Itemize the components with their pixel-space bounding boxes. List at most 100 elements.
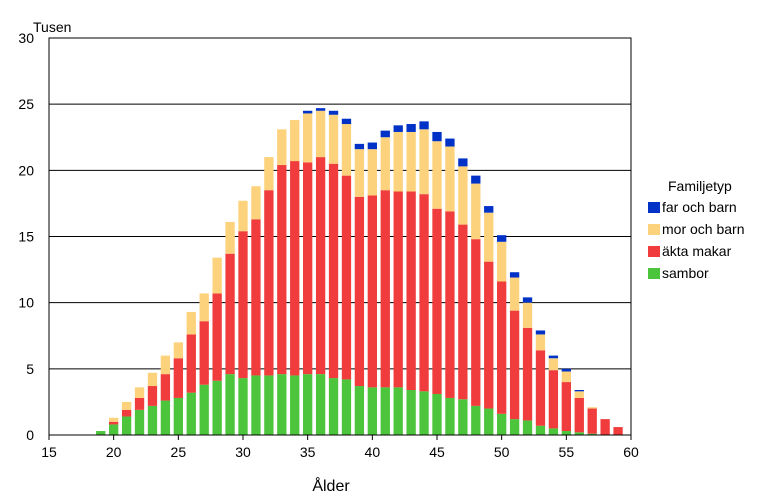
y-unit-label: Tusen	[33, 19, 71, 35]
y-tick-label: 0	[26, 427, 34, 443]
x-tick-label: 50	[494, 444, 510, 460]
legend-item-akta-makar: äkta makar	[648, 240, 744, 262]
bar-far-och-barn	[367, 142, 377, 150]
bar-sambor	[315, 374, 326, 435]
bar-mor-och-barn	[212, 257, 222, 294]
bar-sambor	[548, 428, 559, 435]
bar-äkta-makar	[522, 327, 533, 421]
bar-sambor	[225, 374, 235, 435]
legend-label: far och barn	[662, 199, 737, 215]
bar-äkta-makar	[535, 350, 546, 426]
bar-far-och-barn	[548, 355, 559, 359]
bar-mor-och-barn	[587, 407, 597, 409]
bar-sambor	[173, 397, 183, 435]
x-tick-label: 60	[623, 444, 639, 460]
bar-sambor	[522, 420, 533, 435]
bar-far-och-barn	[522, 297, 533, 303]
bar-far-och-barn	[432, 131, 442, 142]
bar-sambor	[238, 378, 248, 435]
bar-äkta-makar	[509, 310, 520, 420]
bar-äkta-makar	[445, 211, 455, 398]
bar-äkta-makar	[121, 409, 132, 417]
bar-sambor	[509, 419, 520, 435]
bar-äkta-makar	[290, 161, 300, 376]
bar-mor-och-barn	[186, 311, 196, 335]
bar-sambor	[134, 409, 145, 435]
bar-sambor	[264, 375, 274, 435]
bar-mor-och-barn	[173, 342, 183, 359]
bar-far-och-barn	[315, 108, 326, 111]
bar-sambor	[328, 378, 339, 435]
bar-far-och-barn	[354, 143, 365, 150]
bar-sambor	[96, 431, 106, 435]
bar-far-och-barn	[484, 206, 494, 213]
bar-sambor	[471, 405, 481, 435]
bar-mor-och-barn	[445, 146, 455, 212]
bar-mor-och-barn	[574, 391, 584, 398]
bar-äkta-makar	[561, 382, 571, 432]
bar-sambor	[445, 397, 455, 435]
bar-mor-och-barn	[380, 137, 390, 191]
y-axis-ticks: 0 5 10 15 20 25 30	[18, 30, 34, 443]
bar-far-och-barn	[535, 330, 546, 335]
bar-far-och-barn	[406, 124, 416, 132]
bar-mor-och-barn	[264, 157, 274, 191]
legend: Familjetyp far och barn mor och barn äkt…	[648, 178, 744, 284]
bar-mor-och-barn	[109, 417, 119, 422]
legend-swatch	[648, 267, 660, 279]
bar-äkta-makar	[574, 397, 584, 433]
bar-sambor	[367, 387, 377, 435]
bar-mor-och-barn	[238, 200, 248, 232]
bar-äkta-makar	[393, 191, 403, 388]
bar-äkta-makar	[458, 224, 468, 400]
bar-sambor	[354, 386, 365, 435]
bar-far-och-barn	[497, 235, 507, 242]
bar-sambor	[587, 433, 597, 435]
bar-mor-och-barn	[458, 166, 468, 225]
bar-äkta-makar	[186, 334, 196, 393]
x-axis-ticks: 15 20 25 30 35 40 45 50 55 60	[41, 435, 639, 460]
bar-sambor	[393, 387, 403, 435]
y-tick-label: 25	[18, 96, 34, 112]
x-tick-label: 30	[235, 444, 251, 460]
bar-mor-och-barn	[419, 129, 429, 195]
bar-sambor	[574, 432, 584, 435]
y-tick-label: 10	[18, 295, 34, 311]
bar-mor-och-barn	[160, 355, 171, 375]
gridlines	[49, 103, 631, 370]
bar-mor-och-barn	[548, 358, 559, 371]
bar-äkta-makar	[341, 175, 352, 380]
bar-far-och-barn	[574, 390, 584, 392]
bar-mor-och-barn	[147, 372, 158, 387]
x-tick-label: 45	[429, 444, 445, 460]
bar-sambor	[290, 375, 300, 435]
x-tick-label: 25	[171, 444, 187, 460]
bar-äkta-makar	[160, 374, 171, 401]
bar-sambor	[419, 391, 429, 435]
bar-mor-och-barn	[277, 129, 287, 166]
bar-far-och-barn	[471, 175, 481, 184]
bar-mor-och-barn	[432, 141, 442, 209]
bar-mor-och-barn	[471, 183, 481, 240]
x-axis-label: Ålder	[312, 476, 350, 495]
bar-äkta-makar	[419, 194, 429, 392]
bar-äkta-makar	[225, 253, 235, 375]
bar-mor-och-barn	[199, 293, 209, 322]
bar-far-och-barn	[458, 158, 468, 167]
bar-sambor	[109, 424, 119, 435]
bar-far-och-barn	[341, 118, 352, 125]
bar-mor-och-barn	[497, 241, 507, 282]
bar-mor-och-barn	[303, 113, 313, 163]
bar-sambor	[121, 416, 132, 435]
x-tick-label: 15	[41, 444, 57, 460]
bar-sambor	[199, 384, 209, 435]
bar-mor-och-barn	[290, 120, 300, 162]
legend-swatch	[648, 223, 660, 235]
x-tick-label: 35	[300, 444, 316, 460]
bar-äkta-makar	[109, 421, 119, 425]
legend-item-mor-och-barn: mor och barn	[648, 218, 744, 240]
bar-äkta-makar	[212, 293, 222, 381]
bar-äkta-makar	[406, 191, 416, 391]
bar-sambor	[535, 425, 546, 435]
